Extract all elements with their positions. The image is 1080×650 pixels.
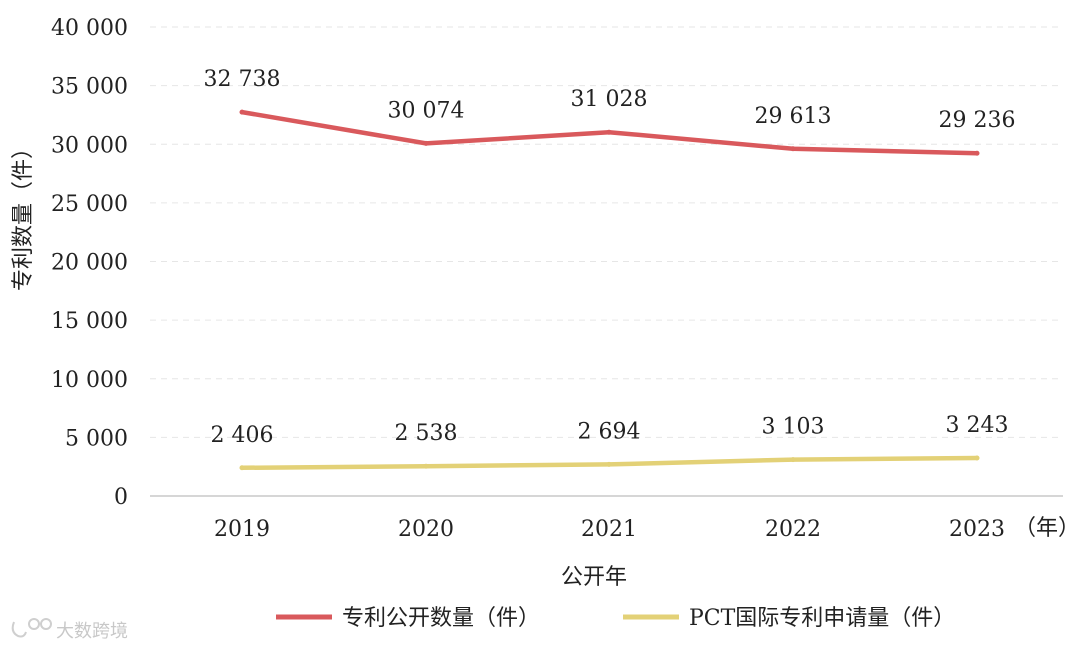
x-tick-label: 2021 bbox=[581, 517, 637, 542]
x-axis-unit: （年） bbox=[1014, 516, 1080, 541]
y-tick-label: 0 bbox=[114, 485, 128, 510]
data-point bbox=[606, 461, 612, 467]
y-tick-label: 10 000 bbox=[51, 368, 128, 393]
data-point bbox=[239, 465, 245, 471]
watermark: 大数跨境 bbox=[11, 618, 128, 642]
watermark-text: 大数跨境 bbox=[56, 621, 128, 642]
y-tick-label: 5 000 bbox=[65, 426, 128, 451]
data-label: 31 028 bbox=[571, 87, 648, 112]
series-layer: 32 738 30 074 31 028 29 613 29 236 2 406 2 538… bbox=[204, 67, 1016, 471]
data-label: 30 074 bbox=[388, 98, 465, 123]
gridlines bbox=[150, 26, 1063, 438]
data-label: 29 236 bbox=[939, 108, 1016, 133]
x-axis-ticks: 2019 2020 2021 2022 2023 bbox=[214, 517, 1005, 542]
legend-label-0: 专利公开数量（件） bbox=[342, 606, 540, 631]
data-point bbox=[606, 129, 612, 135]
y-axis-ticks: 0 5 000 10 000 15 000 20 000 25 000 30 000 35 0… bbox=[51, 16, 128, 510]
data-point bbox=[790, 146, 796, 152]
x-tick-label: 2023 bbox=[949, 517, 1005, 542]
data-point bbox=[423, 463, 429, 469]
data-point bbox=[974, 150, 980, 156]
x-tick-label: 2020 bbox=[398, 517, 454, 542]
legend-label-1: PCT国际专利申请量（件） bbox=[689, 606, 955, 631]
x-tick-label: 2022 bbox=[765, 517, 821, 542]
data-point bbox=[423, 140, 429, 146]
data-label: 32 738 bbox=[204, 67, 281, 92]
x-axis-title: 公开年 bbox=[561, 565, 627, 590]
data-label: 3 103 bbox=[762, 415, 825, 440]
watermark-logo-icon bbox=[11, 618, 52, 638]
y-tick-label: 20 000 bbox=[51, 251, 128, 276]
y-tick-label: 40 000 bbox=[51, 16, 128, 41]
data-point bbox=[790, 457, 796, 463]
data-label: 3 243 bbox=[946, 413, 1009, 438]
y-tick-label: 35 000 bbox=[51, 75, 128, 100]
y-axis-title: 专利数量（件） bbox=[11, 137, 36, 291]
legend: 专利公开数量（件） PCT国际专利申请量（件） bbox=[276, 606, 955, 631]
data-point bbox=[239, 109, 245, 115]
y-tick-label: 25 000 bbox=[51, 192, 128, 217]
data-label: 2 406 bbox=[211, 423, 274, 448]
data-label: 2 538 bbox=[395, 421, 458, 446]
data-label: 29 613 bbox=[755, 104, 832, 129]
x-tick-label: 2019 bbox=[214, 517, 270, 542]
y-tick-label: 30 000 bbox=[51, 133, 128, 158]
y-tick-label: 15 000 bbox=[51, 309, 128, 334]
data-point bbox=[974, 455, 980, 461]
data-label: 2 694 bbox=[578, 419, 641, 444]
